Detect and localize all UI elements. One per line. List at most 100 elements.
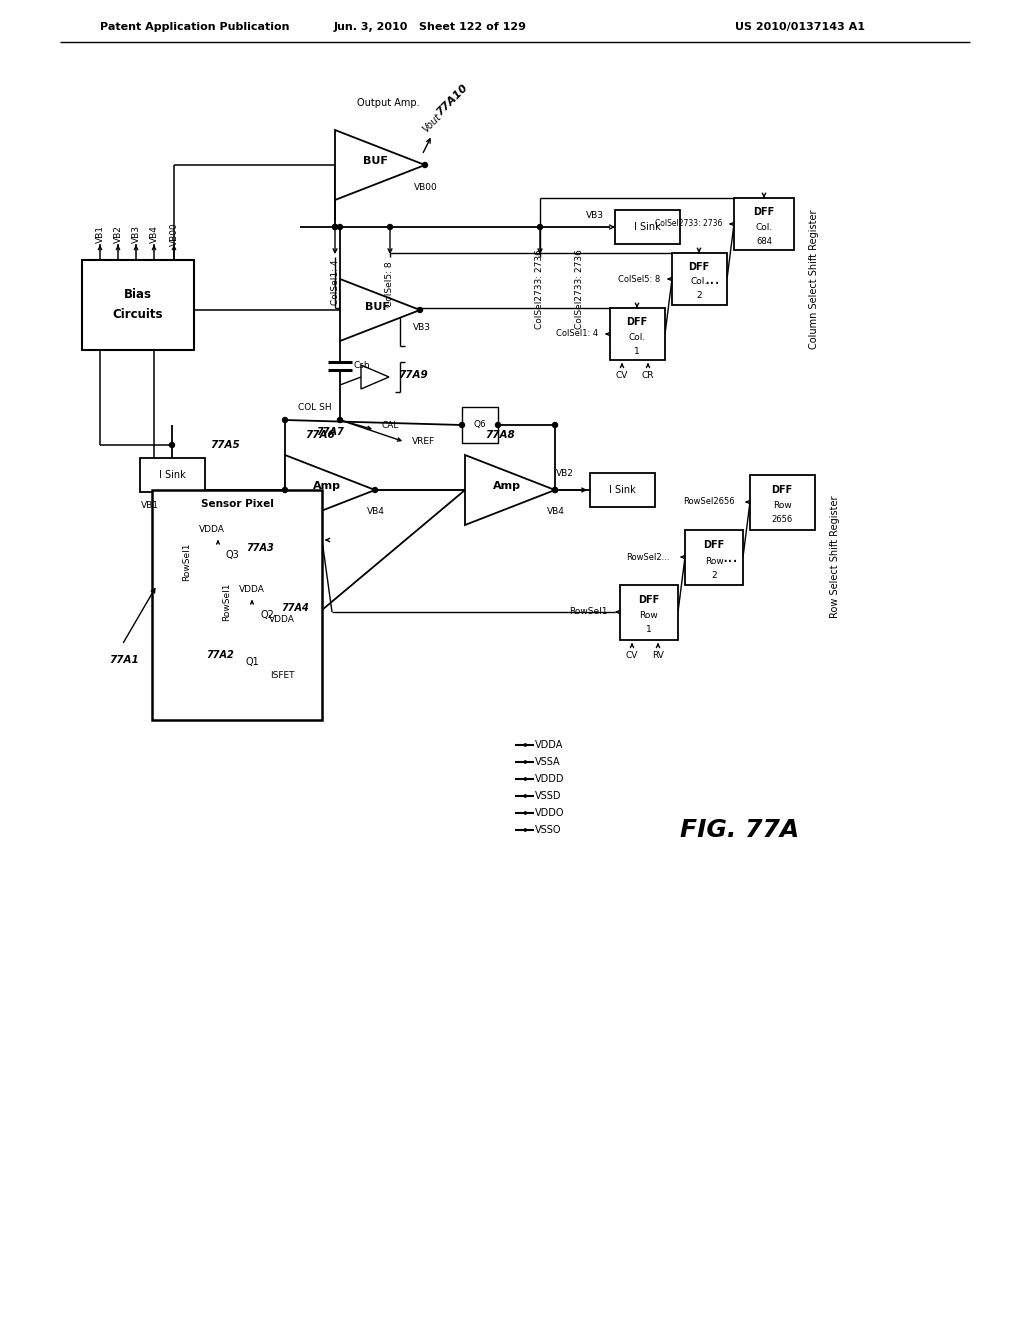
Text: CV: CV xyxy=(615,371,628,380)
Text: Bias: Bias xyxy=(124,288,152,301)
Text: Vout: Vout xyxy=(421,112,443,135)
Text: Q6: Q6 xyxy=(474,421,486,429)
Text: VDDD: VDDD xyxy=(535,774,564,784)
Text: VREF: VREF xyxy=(412,437,434,446)
Text: ...: ... xyxy=(705,271,720,288)
Text: Col.: Col. xyxy=(756,223,773,231)
Text: 2: 2 xyxy=(712,570,717,579)
Text: 77A9: 77A9 xyxy=(398,370,428,380)
Circle shape xyxy=(333,224,338,230)
Circle shape xyxy=(538,224,543,230)
Text: VB00: VB00 xyxy=(414,182,438,191)
Text: 77A6: 77A6 xyxy=(305,430,335,440)
Text: Q2: Q2 xyxy=(260,610,274,620)
Text: ColSel5: 8: ColSel5: 8 xyxy=(385,261,394,306)
Text: FIG. 77A: FIG. 77A xyxy=(680,818,800,842)
Text: I Sink: I Sink xyxy=(608,484,635,495)
Text: RowSel1: RowSel1 xyxy=(182,543,191,581)
Text: VB4: VB4 xyxy=(547,507,565,516)
Polygon shape xyxy=(465,455,555,525)
Text: 1: 1 xyxy=(634,346,640,355)
Text: Patent Application Publication: Patent Application Publication xyxy=(100,22,290,32)
Text: Row Select Shift Register: Row Select Shift Register xyxy=(830,496,840,618)
Text: VB1: VB1 xyxy=(141,500,159,510)
Text: ColSel5: 8: ColSel5: 8 xyxy=(617,275,660,284)
Text: Row: Row xyxy=(773,502,792,511)
Text: BUF: BUF xyxy=(365,302,389,312)
Text: 77A7: 77A7 xyxy=(316,426,344,437)
Text: VDDA: VDDA xyxy=(199,525,225,535)
Text: VB2: VB2 xyxy=(556,470,573,479)
Text: 77A8: 77A8 xyxy=(485,430,515,440)
Text: Row: Row xyxy=(640,611,658,620)
Circle shape xyxy=(338,224,342,230)
Text: Col.: Col. xyxy=(690,277,708,286)
Circle shape xyxy=(283,417,288,422)
Text: Output Amp.: Output Amp. xyxy=(356,98,419,108)
Text: DFF: DFF xyxy=(627,317,647,327)
Circle shape xyxy=(553,487,557,492)
Text: Csh: Csh xyxy=(353,362,371,371)
Text: DFF: DFF xyxy=(688,261,710,272)
Circle shape xyxy=(170,442,174,447)
Text: VB3: VB3 xyxy=(131,224,140,243)
Text: VSSA: VSSA xyxy=(535,756,560,767)
Bar xyxy=(750,475,815,531)
Text: DFF: DFF xyxy=(638,595,659,605)
Text: ISFET: ISFET xyxy=(269,672,294,681)
Text: VDDA: VDDA xyxy=(269,615,295,624)
Circle shape xyxy=(496,422,501,428)
Bar xyxy=(140,458,205,492)
Text: RowSel1: RowSel1 xyxy=(222,582,231,622)
Text: RV: RV xyxy=(652,651,664,660)
Bar xyxy=(685,531,743,585)
Text: VB00: VB00 xyxy=(170,222,178,246)
Circle shape xyxy=(553,422,557,428)
Text: BUF: BUF xyxy=(362,156,387,166)
Bar xyxy=(672,253,727,305)
Circle shape xyxy=(373,487,378,492)
Text: Amp: Amp xyxy=(313,480,341,491)
Circle shape xyxy=(423,162,427,168)
Circle shape xyxy=(338,417,342,422)
Bar xyxy=(462,407,498,444)
Text: 684: 684 xyxy=(756,236,772,246)
Polygon shape xyxy=(361,366,389,389)
Text: ColSel2733: 2736: ColSel2733: 2736 xyxy=(654,219,722,228)
Circle shape xyxy=(387,224,392,230)
Text: Q1: Q1 xyxy=(245,657,259,667)
Text: ColSel1: 4: ColSel1: 4 xyxy=(331,259,340,305)
Text: CAL: CAL xyxy=(381,421,398,429)
Circle shape xyxy=(553,487,557,492)
Text: Col.: Col. xyxy=(629,333,645,342)
Text: VB3: VB3 xyxy=(413,323,431,333)
Text: I Sink: I Sink xyxy=(159,470,185,480)
Text: DFF: DFF xyxy=(754,207,774,216)
Text: Row: Row xyxy=(705,557,723,565)
Text: ...: ... xyxy=(722,548,738,566)
Text: 1: 1 xyxy=(646,626,652,635)
Text: VB4: VB4 xyxy=(367,507,385,516)
Text: RowSel2656: RowSel2656 xyxy=(683,498,735,507)
Text: VB4: VB4 xyxy=(150,226,159,243)
Polygon shape xyxy=(335,129,425,201)
Polygon shape xyxy=(340,279,420,341)
Bar xyxy=(734,198,794,249)
Text: Circuits: Circuits xyxy=(113,308,163,321)
Text: Q3: Q3 xyxy=(225,550,239,560)
Text: US 2010/0137143 A1: US 2010/0137143 A1 xyxy=(735,22,865,32)
Text: 77A4: 77A4 xyxy=(282,603,309,612)
Text: 77A5: 77A5 xyxy=(210,440,240,450)
Text: 77A3: 77A3 xyxy=(246,543,273,553)
Circle shape xyxy=(333,224,338,230)
Text: 2656: 2656 xyxy=(771,516,793,524)
Text: VB3: VB3 xyxy=(586,210,604,219)
Text: 77A2: 77A2 xyxy=(206,649,233,660)
Text: Sensor Pixel: Sensor Pixel xyxy=(201,499,273,510)
Text: 77A1: 77A1 xyxy=(110,655,139,665)
Text: VB2: VB2 xyxy=(114,226,123,243)
Text: CR: CR xyxy=(642,371,654,380)
Text: VDDO: VDDO xyxy=(535,808,564,818)
Text: VSSO: VSSO xyxy=(535,825,561,836)
Bar xyxy=(152,490,322,719)
